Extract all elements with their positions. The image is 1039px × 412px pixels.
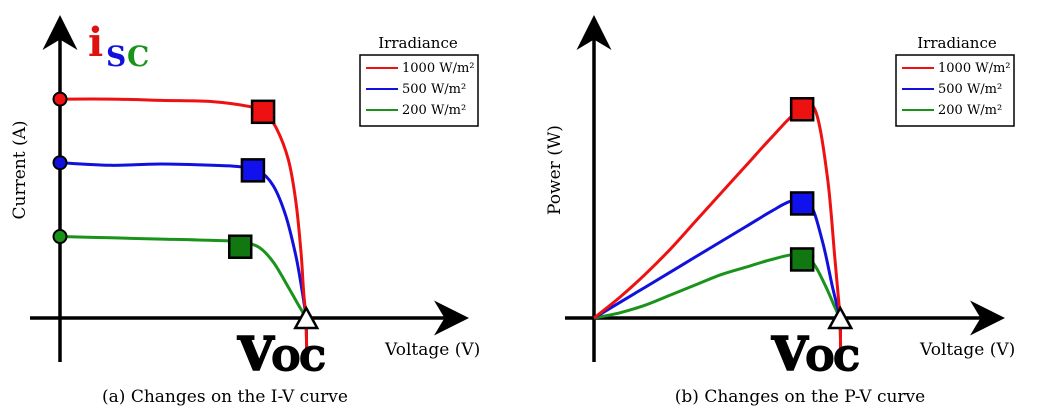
pv-series-line-1 <box>593 102 843 357</box>
pv-legend-entry-3: 200 W/m² <box>938 103 1002 118</box>
pv-series-line-3 <box>593 252 843 357</box>
pv-voc-label-oc: OC <box>806 340 859 378</box>
iv-voc-label-v: V <box>237 327 275 381</box>
iv-legend-entries: 1000 W/m² 500 W/m² 200 W/m² <box>366 61 475 118</box>
iv-mpp-markers <box>227 99 276 259</box>
pv-voc-label: V OC <box>770 326 860 382</box>
pv-mpp-markers <box>789 97 815 272</box>
pv-legend-entry-1: 1000 W/m² <box>938 61 1011 76</box>
pv-panel: Power (W) Voltage (V) V OC Irradiance 10… <box>545 15 1015 407</box>
iv-voc-label-oc: OC <box>272 340 325 378</box>
iv-y-axis-label: Current (A) <box>10 121 30 220</box>
iv-legend-entry-2: 500 W/m² <box>402 82 466 97</box>
pv-mpp-marker-2 <box>789 191 815 216</box>
pv-mpp-marker-1 <box>789 97 815 122</box>
isc-marker-3 <box>52 229 68 245</box>
iv-voc-label: V OC <box>236 326 326 382</box>
isc-label-s: S <box>106 40 126 73</box>
iv-x-axis-label: Voltage (V) <box>384 340 480 360</box>
pv-curves <box>593 102 843 357</box>
isc-marker-2 <box>52 155 68 171</box>
iv-caption: (a) Changes on the I-V curve <box>102 387 348 407</box>
iv-mpp-marker-3 <box>227 234 253 259</box>
pv-voc-marker <box>827 305 854 330</box>
pv-legend-entries: 1000 W/m² 500 W/m² 200 W/m² <box>902 61 1011 118</box>
pv-legend-box <box>895 54 1015 127</box>
iv-legend-title: Irradiance <box>378 34 458 52</box>
pv-legend: Irradiance 1000 W/m² 500 W/m² 200 W/m² <box>895 34 1015 127</box>
iv-legend-entry-3: 200 W/m² <box>402 103 466 118</box>
iv-legend-box <box>359 54 479 127</box>
pv-legend-entry-2: 500 W/m² <box>938 82 1002 97</box>
pv-x-axis-label: Voltage (V) <box>919 340 1015 360</box>
iv-isc-markers <box>52 91 68 245</box>
pv-mpp-marker-3 <box>789 247 815 272</box>
isc-label-c: C <box>127 40 149 73</box>
pv-legend-title: Irradiance <box>917 34 997 52</box>
pv-series-line-2 <box>593 197 843 357</box>
pv-y-axis-label: Power (W) <box>545 125 565 215</box>
iv-voc-marker <box>293 305 320 330</box>
pv-voc-label-v: V <box>771 327 809 381</box>
isc-label-i: i <box>88 19 103 66</box>
iv-legend: Irradiance 1000 W/m² 500 W/m² 200 W/m² <box>359 34 479 127</box>
iv-mpp-marker-2 <box>240 158 266 183</box>
iv-mpp-marker-1 <box>250 99 276 125</box>
isc-marker-1 <box>52 91 68 107</box>
pv-caption: (b) Changes on the P-V curve <box>675 387 925 407</box>
isc-label: i S C <box>88 19 149 73</box>
iv-legend-entry-1: 1000 W/m² <box>402 61 475 76</box>
iv-panel: Current (A) Voltage (V) i S C V OC Irrad… <box>10 15 480 407</box>
